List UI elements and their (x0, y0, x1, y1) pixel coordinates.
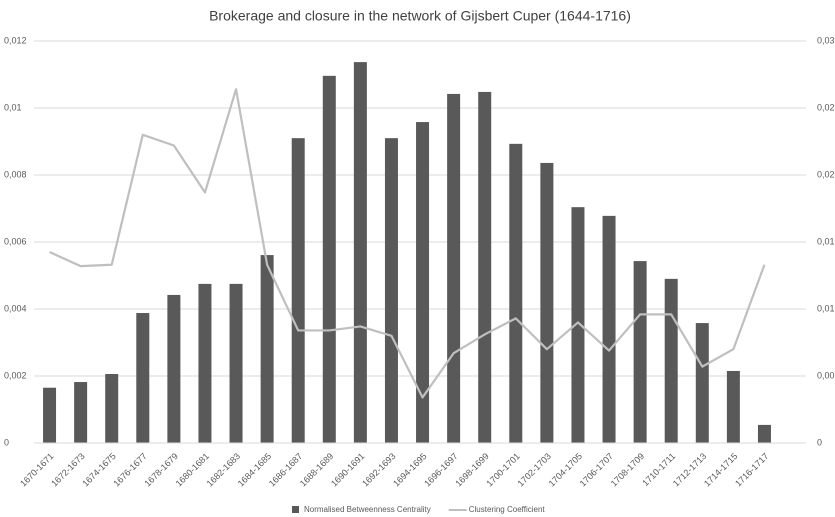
y2-tick-label: 0,03 (817, 35, 835, 45)
y2-tick-label: 0,01 (817, 303, 835, 313)
bar (726, 370, 740, 443)
y-tick-label: 0,01 (4, 102, 22, 112)
y2-tick-label: 0 (817, 437, 822, 447)
legend-swatch (292, 506, 299, 513)
y2-tick-label: 0,02 (817, 169, 835, 179)
bar (198, 283, 212, 443)
y-tick-label: 0,012 (4, 35, 27, 45)
line (49, 88, 766, 399)
y-tick-label: 0,006 (4, 236, 27, 246)
bar (571, 207, 585, 443)
x-tick-label: 1716-1717 (733, 451, 771, 489)
bar (74, 382, 88, 443)
y-tick-label: 0,002 (4, 370, 27, 380)
y2-tick-label: 0,025 (817, 102, 835, 112)
y2-tick-label: 0,015 (817, 236, 835, 246)
bar (229, 283, 243, 443)
bar (602, 215, 616, 443)
x-tick-label: 1708-1709 (609, 451, 647, 489)
bar (416, 122, 430, 443)
bar (105, 373, 119, 443)
y-tick-label: 0,008 (4, 169, 27, 179)
y-tick-label: 0,004 (4, 303, 27, 313)
bar (757, 424, 771, 443)
bar (633, 261, 647, 443)
y2-tick-label: 0,005 (817, 370, 835, 380)
bar (291, 138, 305, 443)
bar (260, 255, 274, 443)
bar (695, 323, 709, 443)
chart-title: Brokerage and closure in the network of … (209, 8, 631, 24)
bar (540, 162, 554, 443)
legend-label: Normalised Betweenness Centrality (304, 505, 431, 514)
bar (43, 387, 57, 443)
bar (384, 138, 398, 443)
y-tick-label: 0 (4, 437, 9, 447)
bar (167, 294, 181, 443)
bar (447, 93, 461, 444)
bar (136, 313, 150, 443)
bar (664, 278, 678, 443)
bar (322, 75, 336, 443)
bar (478, 91, 492, 444)
legend-label: Clustering Coefficient (469, 505, 546, 514)
bar (509, 143, 523, 443)
bar (353, 62, 367, 443)
